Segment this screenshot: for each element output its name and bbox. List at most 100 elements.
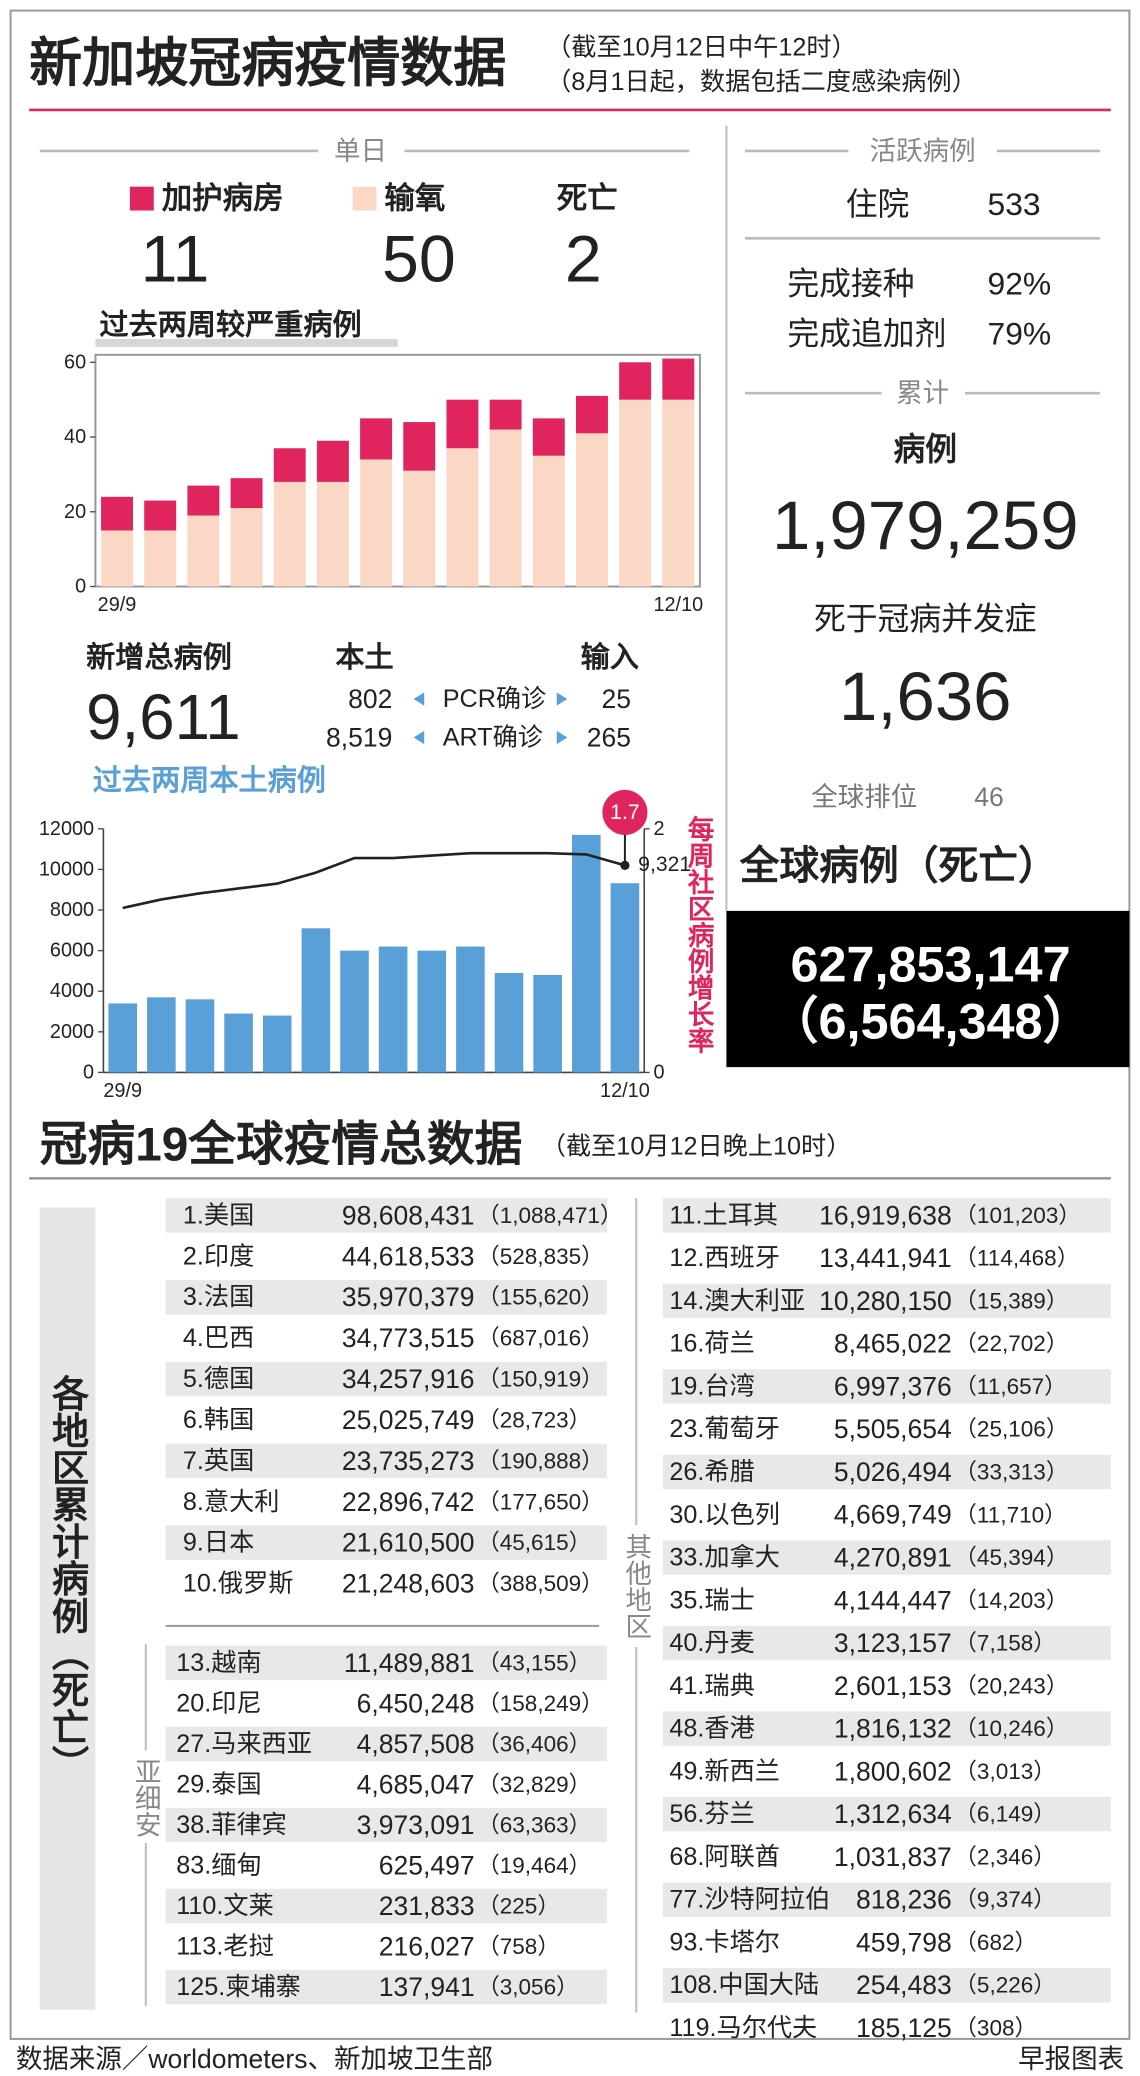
region-name: 40.丹麦	[669, 1629, 754, 1657]
death-count: （158,249）	[477, 1691, 603, 1716]
bar	[230, 508, 263, 587]
death-count: （114,468）	[954, 1246, 1079, 1271]
row-stripe	[165, 1198, 608, 1233]
label-badge	[602, 789, 648, 835]
region-name: 33.加拿大	[669, 1544, 780, 1572]
arrow-right	[556, 692, 568, 706]
row-stripe	[165, 1280, 608, 1315]
stat-label: 全球病例（死亡）	[739, 843, 1058, 888]
bar	[403, 470, 436, 587]
death-count: （687,016）	[477, 1326, 603, 1351]
region-name: 23.葡萄牙	[669, 1415, 780, 1443]
death-count: （45,394）	[954, 1545, 1068, 1570]
stat-label: 病例	[893, 431, 957, 467]
case-count: 1,031,837	[834, 1842, 952, 1872]
legend-swatch	[352, 186, 377, 211]
stat-value: 50	[382, 223, 456, 297]
death-count: （177,650）	[477, 1489, 603, 1514]
x-tick-label: 29/9	[103, 1080, 142, 1102]
stat-value: 265	[587, 722, 631, 752]
death-count: （11,710）	[954, 1502, 1066, 1527]
stat-label: 完成追加剂	[787, 316, 946, 352]
case-count: 35,970,379	[342, 1282, 475, 1312]
region-name: 93.卡塔尔	[669, 1928, 780, 1956]
death-count: （45,615）	[477, 1530, 591, 1555]
death-count: （1,088,471）	[477, 1203, 622, 1228]
row-stripe	[165, 1525, 608, 1560]
death-count: （155,620）	[477, 1285, 603, 1310]
section-heading: 活跃病例	[870, 136, 976, 166]
region-name: 41.瑞典	[669, 1672, 754, 1700]
bar	[360, 418, 393, 460]
region-name: 108.中国大陆	[669, 1971, 819, 1999]
case-count: 34,773,515	[342, 1323, 475, 1353]
case-count: 16,919,638	[819, 1200, 952, 1230]
row-stripe	[662, 1198, 1111, 1233]
death-count: （388,509）	[477, 1571, 603, 1596]
row-stripe	[165, 1969, 608, 2005]
section-heading: 累计	[896, 378, 949, 408]
y-tick-label: 4000	[50, 980, 94, 1002]
legend-label: 加护病房	[162, 182, 284, 216]
region-name: 38.菲律宾	[176, 1811, 287, 1839]
bar	[360, 459, 393, 587]
region-name: 110.文莱	[176, 1892, 273, 1920]
region-name: 3.法国	[183, 1283, 254, 1311]
region-name: 49.新西兰	[669, 1757, 780, 1785]
label-backdrop	[132, 1750, 160, 1843]
row-stripe	[165, 1726, 608, 1762]
region-name: 19.台湾	[669, 1372, 754, 1400]
region-name: 27.马来西亚	[176, 1730, 312, 1758]
case-count: 4,270,891	[834, 1543, 952, 1573]
bar	[185, 999, 215, 1073]
bar	[262, 1015, 292, 1073]
stat-value: 79%	[988, 316, 1052, 352]
bar	[456, 946, 485, 1073]
stat-value: 11	[141, 223, 210, 297]
region-name: 113.老挝	[176, 1933, 273, 1961]
page-title: 新加坡冠病疫情数据	[29, 34, 506, 93]
bar	[489, 429, 522, 587]
death-count: （36,406）	[477, 1731, 591, 1756]
stat-value: 25	[601, 684, 630, 714]
source-note: 数据来源／worldometers、新加坡卫生部	[16, 2044, 493, 2074]
bar	[403, 422, 436, 471]
y-tick-label: 10000	[39, 858, 94, 880]
label-backdrop	[623, 1525, 650, 1648]
bar	[489, 399, 522, 430]
bar	[273, 481, 306, 587]
stat-value: 8,519	[326, 722, 392, 752]
death-count: （758）	[477, 1934, 560, 1959]
bar	[662, 399, 695, 587]
bar	[316, 481, 349, 587]
row-stripe	[662, 1454, 1111, 1490]
death-count: （101,203）	[954, 1203, 1080, 1228]
death-count: （63,363）	[477, 1812, 591, 1837]
row-stripe	[662, 1882, 1111, 1917]
region-name: 119.马尔代夫	[669, 2014, 817, 2042]
row-stripe	[165, 1888, 608, 1924]
y-tick-label: 0	[75, 576, 86, 598]
legend-label: 输氧	[384, 182, 445, 216]
death-count: （25,106）	[954, 1417, 1068, 1442]
case-count: 818,236	[856, 1885, 952, 1915]
death-count: （2,346）	[954, 1844, 1055, 1869]
y-tick-label: 2000	[50, 1021, 94, 1043]
region-name: 68.阿联酋	[669, 1843, 780, 1871]
death-count: （33,313）	[954, 1460, 1068, 1485]
x-tick-label: 12/10	[600, 1080, 650, 1102]
case-count: 98,608,431	[342, 1200, 475, 1230]
region-name: 4.巴西	[183, 1324, 254, 1352]
row-label: ART确诊	[443, 723, 543, 751]
bar	[101, 530, 134, 587]
row-stripe	[662, 1283, 1111, 1319]
row-stripe	[165, 1443, 608, 1479]
case-count: 44,618,533	[342, 1241, 475, 1271]
region-name: 125.柬埔寨	[176, 1973, 301, 2001]
highlight-box	[726, 910, 1130, 1068]
chart-title: 过去两周本土病例	[93, 763, 326, 797]
death-count: （3,013）	[954, 1759, 1055, 1784]
bar	[230, 478, 263, 509]
section-note: （截至10月12日晚上10时）	[541, 1133, 852, 1161]
